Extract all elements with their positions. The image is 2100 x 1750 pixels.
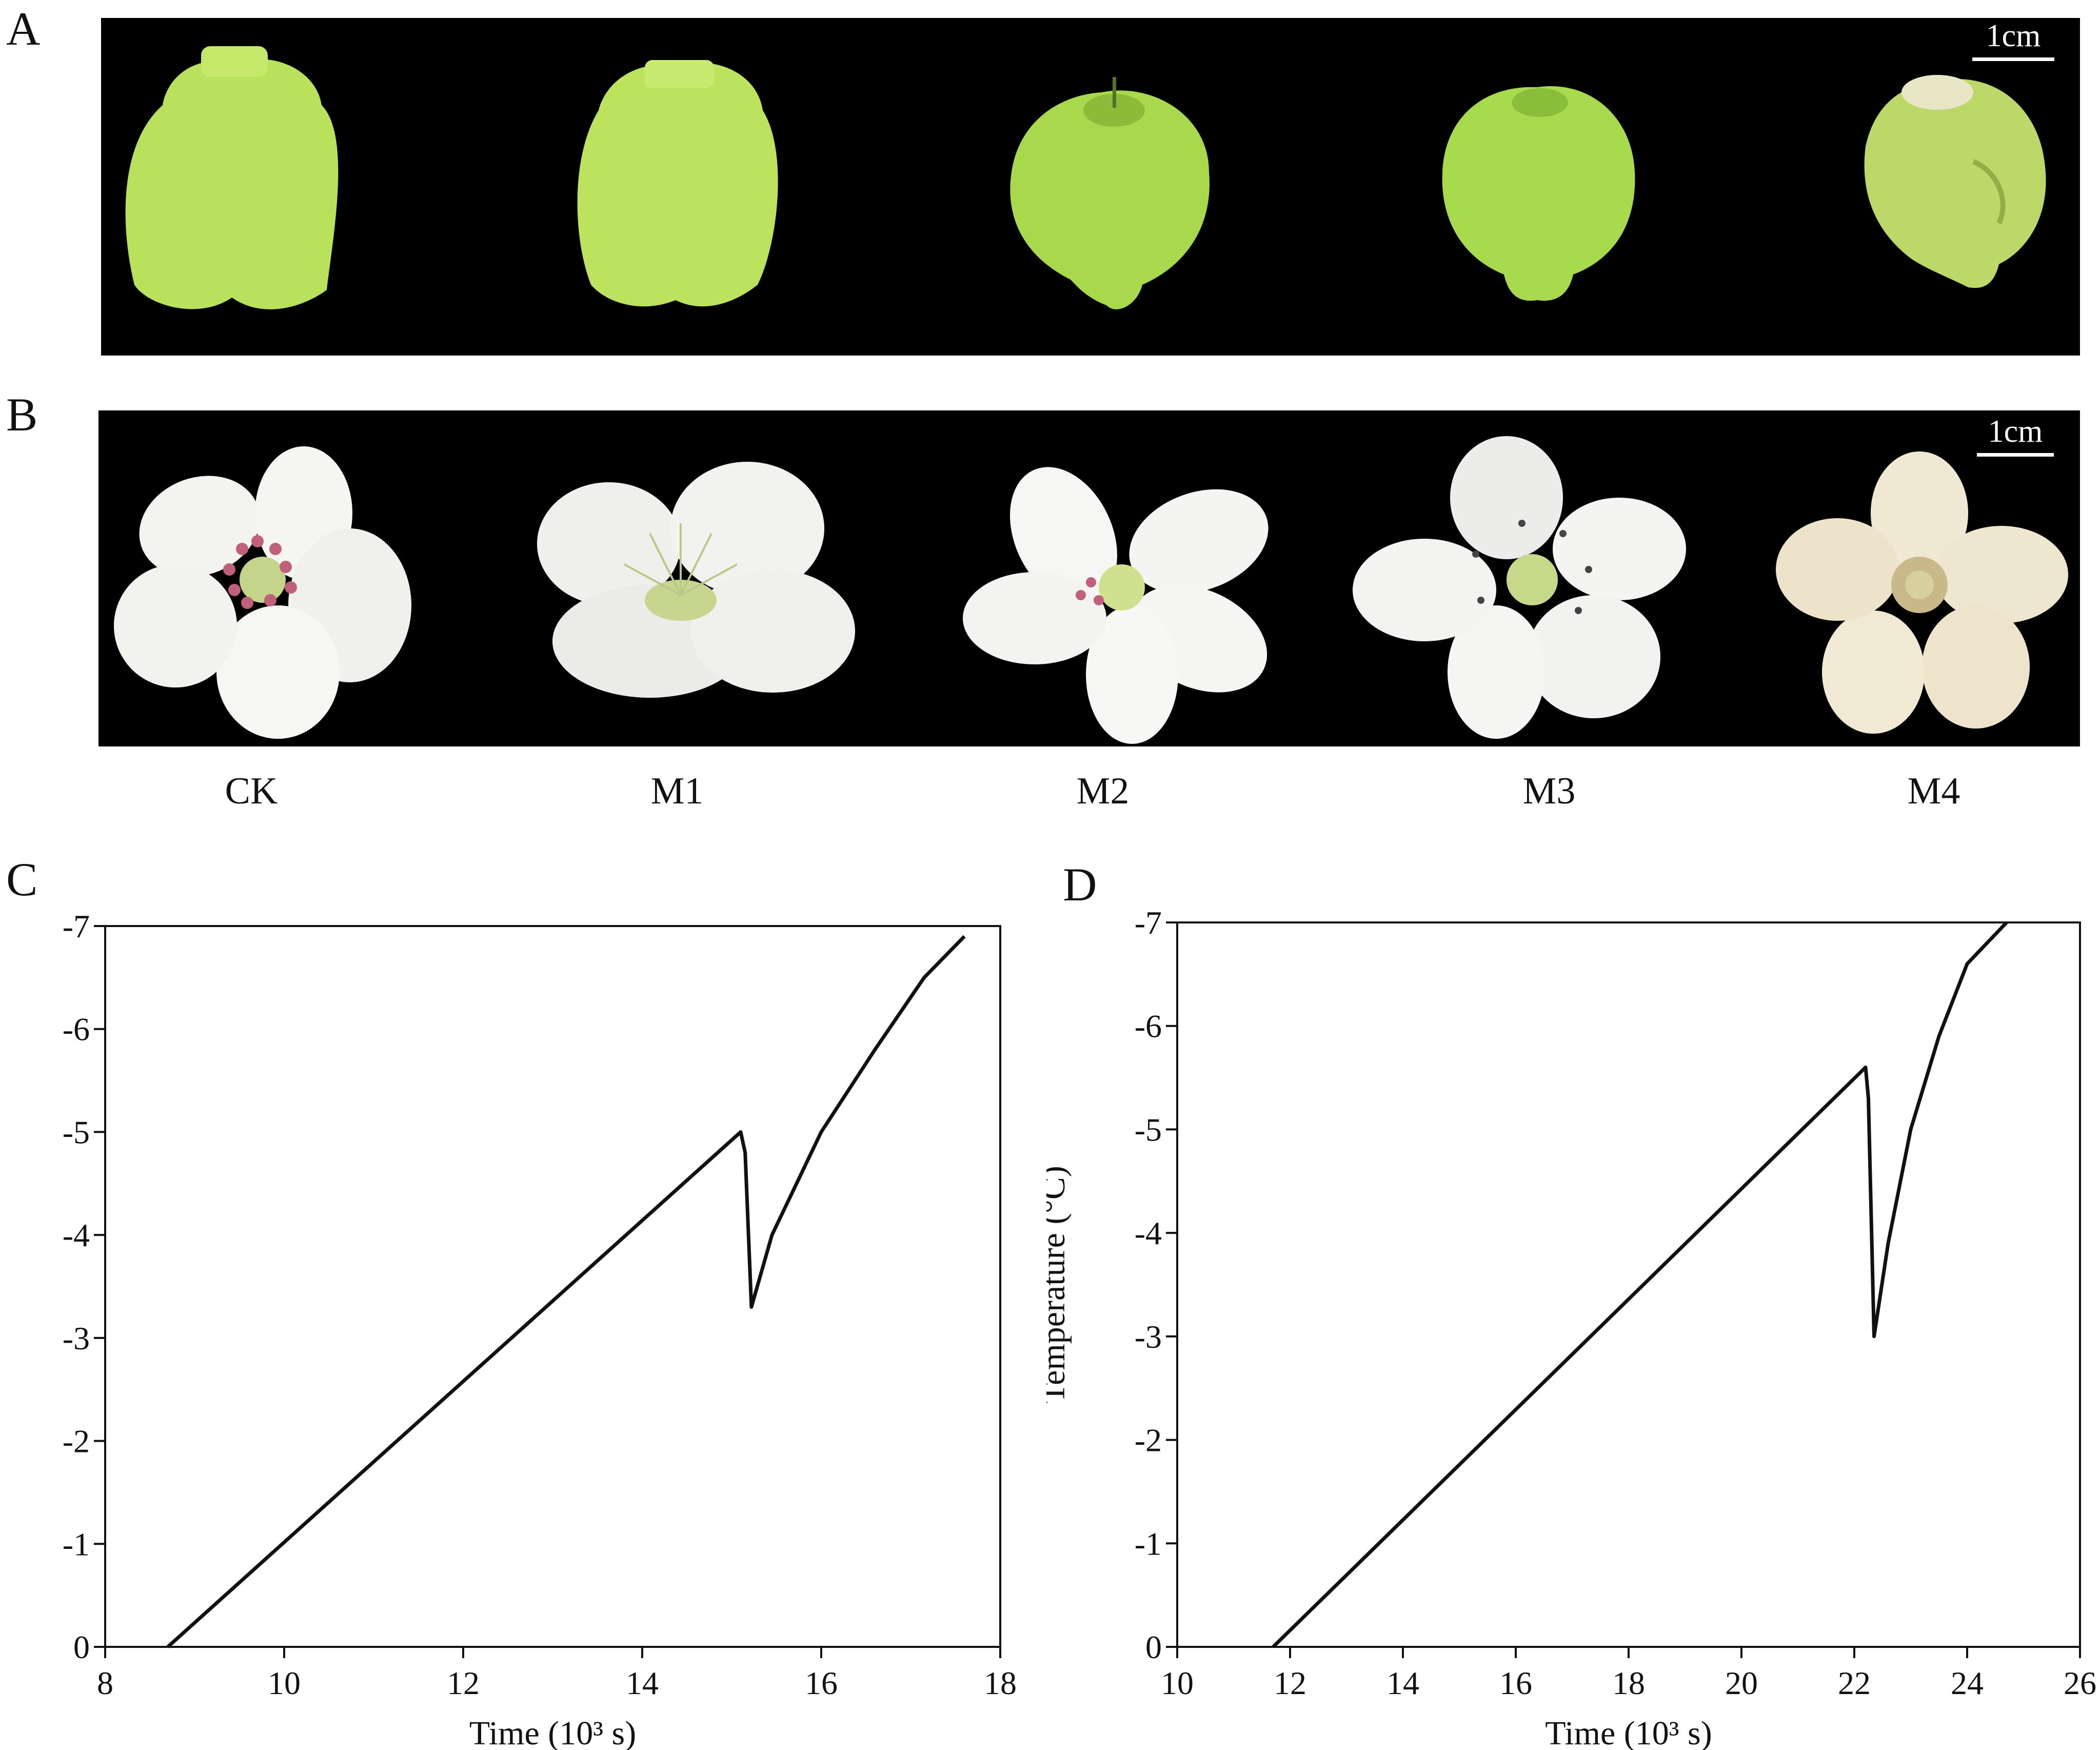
panel-letter-c: C — [6, 853, 38, 906]
chart-c-x-tick-label: 10 — [268, 1665, 301, 1701]
chart-d-plot-frame — [1176, 921, 2081, 1648]
fruit-photo-strip: 1cm — [101, 18, 2080, 356]
chart-c-x-tick-label: 8 — [97, 1665, 113, 1701]
chart-d-y-tick-label: 0 — [1145, 1629, 1162, 1665]
chart-c-y-tick-label: 0 — [73, 1629, 90, 1665]
flower-m1 — [537, 462, 855, 698]
scale-bar-b-label: 1cm — [1988, 414, 2043, 449]
chart-d-x-tick-label: 26 — [2064, 1665, 2096, 1701]
flower-m3 — [1353, 436, 1686, 739]
chart-c-x-tick-label: 12 — [447, 1665, 480, 1701]
chart-d-y-tick-label: -5 — [1135, 1111, 1162, 1148]
fruit-photos — [125, 46, 2046, 309]
flower-ck — [114, 446, 411, 739]
chart-c-y-tick-label: -4 — [63, 1217, 90, 1253]
chart-d: 10 12 14 16 18 20 22 24 26 0 -1 -2 -3 -4 -5 -6 -7 Time (1… — [1046, 905, 2096, 1750]
fruit-m2 — [1010, 77, 1210, 309]
panel-letter-a: A — [6, 3, 41, 55]
fruit-ck — [125, 46, 339, 309]
scale-bar-a-line — [1972, 57, 2054, 61]
chart-c-y-tick-label: -5 — [63, 1114, 90, 1150]
chart-d-x-tick-label: 24 — [1951, 1665, 1984, 1701]
chart-d-y-tick-label: -2 — [1135, 1422, 1162, 1459]
chart-c-x-tick-label: 14 — [626, 1665, 659, 1701]
chart-c-x-axis-label: Time (10³ s) — [469, 1715, 636, 1750]
flower-photo-strip: 1cm — [98, 410, 2080, 746]
chart-d-x-tick-label: 12 — [1274, 1665, 1306, 1701]
chart-d-x-tick-label: 14 — [1386, 1665, 1419, 1701]
chart-c-y-tick-label: -2 — [63, 1423, 90, 1460]
chart-c-y-tick-label: -3 — [63, 1320, 90, 1356]
sample-label-m1: M1 — [650, 770, 704, 812]
chart-c-y-tick-label: -1 — [63, 1526, 90, 1562]
chart-c-temperature-series-line — [166, 935, 966, 1648]
chart-d-x-tick-label: 18 — [1612, 1665, 1645, 1701]
sample-label-m3: M3 — [1522, 770, 1576, 812]
chart-d-x-tick-label: 22 — [1838, 1665, 1871, 1701]
chart-d-x-axis-label: Time (10³ s) — [1545, 1715, 1712, 1750]
flower-m2 — [963, 467, 1269, 744]
sample-label-ck: CK — [225, 770, 278, 812]
chart-c-y-tick-label: -7 — [63, 908, 90, 945]
chart-c-y-tick-label: -6 — [63, 1011, 90, 1048]
chart-c-x-tick-label: 16 — [805, 1665, 838, 1701]
scale-bar-a-label: 1cm — [1986, 18, 2041, 53]
sample-label-m4: M4 — [1907, 770, 1960, 812]
chart-d-x-tick-label: 20 — [1725, 1665, 1758, 1701]
fruit-m3 — [1442, 86, 1635, 301]
fruit-m1 — [577, 60, 778, 307]
chart-d-temperature-series-line — [1272, 921, 2008, 1648]
chart-d-x-tick-label: 10 — [1161, 1665, 1194, 1701]
flower-m4 — [1776, 451, 2068, 734]
chart-c-plot-frame — [104, 925, 1001, 1648]
chart-d-x-tick-label: 16 — [1499, 1665, 1532, 1701]
chart-d-y-tick-label: -1 — [1135, 1525, 1162, 1562]
sample-label-m2: M2 — [1076, 770, 1130, 812]
panel-letter-d: D — [1063, 858, 1097, 911]
chart-d-y-tick-label: -7 — [1135, 905, 1162, 941]
scale-bar-b: 1cm — [1977, 414, 2054, 457]
scale-bar-b-line — [1977, 453, 2054, 457]
flower-photos — [114, 436, 2068, 744]
chart-c-x-tick-label: 18 — [984, 1665, 1017, 1701]
panel-letter-b: B — [6, 388, 38, 441]
scale-bar-a: 1cm — [1972, 18, 2054, 61]
chart-d-y-axis-label: Temperature (°C) — [1046, 1166, 1072, 1403]
fruit-m4 — [1864, 75, 2046, 288]
chart-d-y-tick-label: -6 — [1135, 1008, 1162, 1045]
chart-d-y-tick-label: -3 — [1135, 1319, 1162, 1355]
chart-d-y-tick-label: -4 — [1135, 1215, 1162, 1251]
